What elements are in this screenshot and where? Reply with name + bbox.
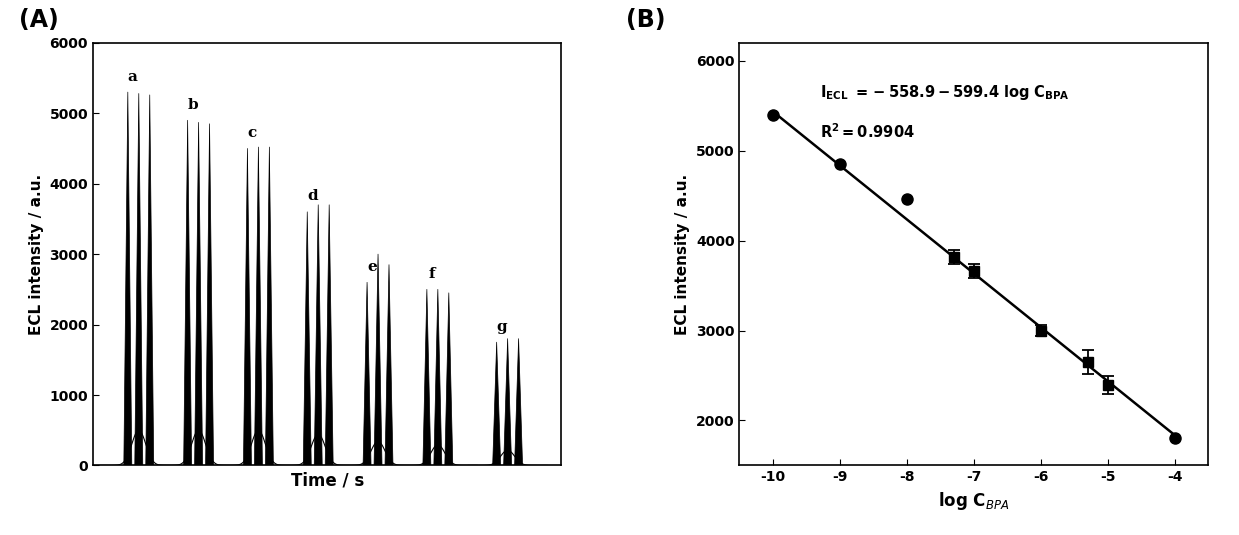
Text: c: c: [248, 126, 256, 140]
Polygon shape: [374, 254, 382, 465]
Text: f: f: [429, 267, 435, 281]
Polygon shape: [493, 342, 501, 465]
Polygon shape: [304, 212, 311, 465]
X-axis label: Time / s: Time / s: [291, 471, 364, 489]
Polygon shape: [146, 95, 154, 465]
Polygon shape: [265, 147, 274, 465]
Polygon shape: [363, 282, 370, 465]
Text: a: a: [128, 70, 138, 83]
X-axis label: log C$_{BPA}$: log C$_{BPA}$: [938, 490, 1010, 512]
Text: $\mathbf{R^2 = 0.9904}$: $\mathbf{R^2 = 0.9904}$: [820, 122, 914, 141]
Polygon shape: [503, 339, 512, 465]
Text: (B): (B): [626, 7, 665, 32]
Text: $\mathbf{I_{ECL}}$ $\mathbf{= -558.9 - 599.4\ log\ C_{BPA}}$: $\mathbf{I_{ECL}}$ $\mathbf{= -558.9 - 5…: [820, 83, 1069, 102]
Polygon shape: [422, 289, 431, 465]
Polygon shape: [195, 123, 203, 465]
Polygon shape: [315, 205, 322, 465]
Y-axis label: ECL intensity / a.u.: ECL intensity / a.u.: [28, 173, 43, 335]
Polygon shape: [385, 265, 393, 465]
Polygon shape: [124, 92, 131, 465]
Polygon shape: [183, 120, 192, 465]
Text: d: d: [307, 189, 317, 203]
Polygon shape: [243, 148, 252, 465]
Polygon shape: [434, 289, 442, 465]
Polygon shape: [325, 205, 333, 465]
Polygon shape: [135, 94, 142, 465]
Text: b: b: [187, 98, 198, 112]
Y-axis label: ECL intensity / a.u.: ECL intensity / a.u.: [675, 173, 690, 335]
Polygon shape: [254, 147, 263, 465]
Text: g: g: [497, 320, 507, 334]
Polygon shape: [514, 339, 523, 465]
Polygon shape: [445, 293, 452, 465]
Text: e: e: [367, 260, 377, 274]
Text: (A): (A): [19, 7, 58, 32]
Polygon shape: [206, 124, 213, 465]
